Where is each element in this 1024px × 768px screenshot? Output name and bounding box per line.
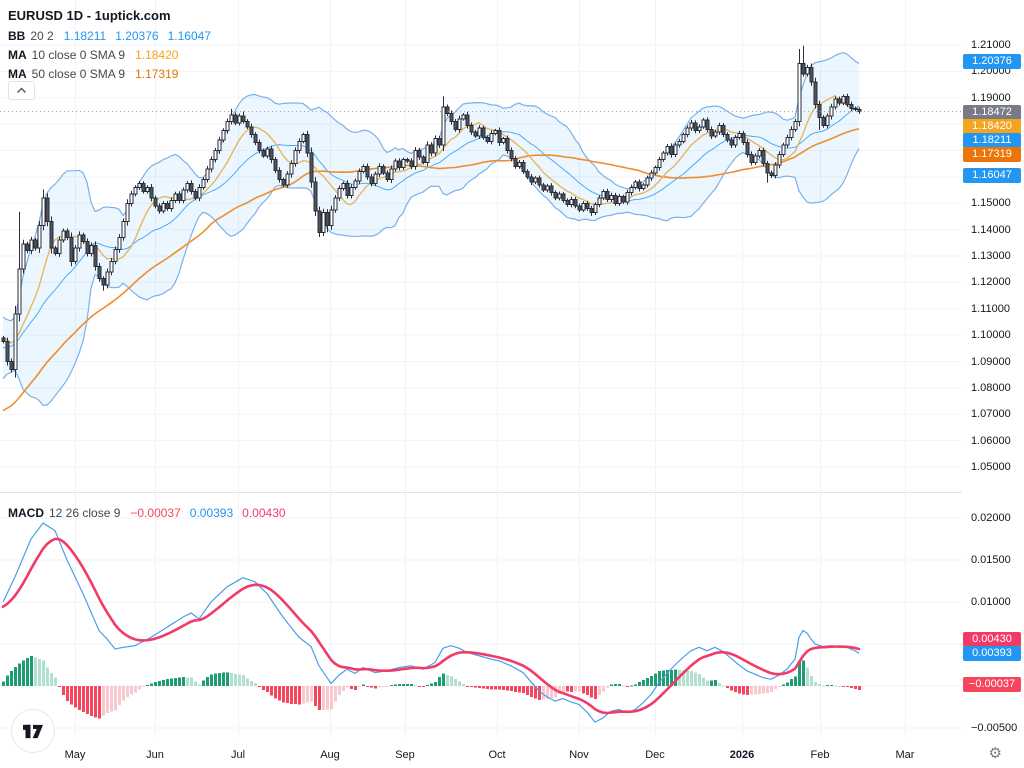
time-axis-label: Sep (395, 749, 415, 761)
time-axis-label: May (64, 749, 86, 761)
legend-row-ma50[interactable]: MA 50 close 0 SMA 9 1.17319 (8, 64, 220, 83)
axis-tick-label: 0.02000 (971, 512, 1011, 524)
price-pane-legend: EURUSD 1D - 1uptick.com BB 20 2 1.18211 1.2… (8, 5, 220, 100)
chevron-up-icon (17, 87, 26, 93)
time-axis-label: Oct (488, 749, 506, 761)
macd-pane-legend: MACD 12 26 close 9 −0.00037 0.00393 0.00430 (8, 503, 295, 522)
indicator-value: 1.16047 (167, 28, 211, 43)
time-axis-label: Feb (810, 749, 830, 761)
time-axis-label: Mar (895, 749, 915, 761)
indicator-params: 50 close 0 SMA 9 (31, 66, 126, 81)
indicator-name: MACD (8, 505, 44, 520)
time-axis[interactable]: May Jun Jul Aug Sep Oct Nov Dec 2026 Feb Mar ⚙ (0, 738, 1024, 768)
axis-tick-label: 1.12000 (971, 276, 1011, 289)
axis-tick-label: 1.14000 (971, 223, 1011, 236)
time-axis-label: 2026 (729, 749, 755, 761)
axis-price-badge: −0.00037 (963, 677, 1021, 692)
indicator-name: BB (8, 28, 26, 43)
indicator-value: 1.18420 (135, 47, 179, 62)
axis-price-badge: 1.18472 (963, 105, 1021, 120)
axis-tick-label: 1.08000 (971, 381, 1011, 394)
axis-tick-label: −0.00500 (971, 722, 1018, 734)
time-axis-label: Dec (645, 749, 665, 761)
indicator-value: 1.18211 (63, 28, 107, 43)
axis-tick-label: 0.01000 (971, 596, 1011, 608)
indicator-value: 0.00430 (242, 505, 286, 520)
axis-tick-label: 1.07000 (971, 408, 1011, 421)
indicator-params: 20 2 (30, 28, 54, 43)
symbol-title[interactable]: EURUSD 1D - 1uptick.com (8, 8, 171, 23)
axis-price-badge: 1.16047 (963, 168, 1021, 183)
collapse-pane-button[interactable] (8, 81, 35, 100)
indicator-value: 0.00393 (189, 505, 234, 520)
time-axis-label: Jul (230, 749, 246, 761)
axis-tick-label: 1.19000 (971, 91, 1011, 104)
time-axis-label: Nov (569, 749, 589, 761)
axis-tick-label: 1.05000 (971, 461, 1011, 473)
legend-row-bb[interactable]: BB 20 2 1.18211 1.20376 1.16047 (8, 26, 220, 45)
axis-price-badge: 0.00393 (963, 646, 1021, 661)
price-axis[interactable]: 1.21000 1.20000 1.19000 1.15000 1.14000 1.130… (962, 0, 1024, 738)
legend-row-macd[interactable]: MACD 12 26 close 9 −0.00037 0.00393 0.00430 (8, 503, 295, 522)
time-axis-label: Aug (320, 749, 340, 761)
tradingview-logo-icon (23, 724, 43, 738)
axis-tick-label: 1.13000 (971, 250, 1011, 262)
indicator-legend-rows: BB 20 2 1.18211 1.20376 1.16047 MA 10 close 0 … (8, 26, 220, 83)
indicator-params: 10 close 0 SMA 9 (31, 47, 126, 62)
axis-price-badge: 1.17319 (963, 147, 1021, 162)
axis-tick-label: 1.06000 (971, 434, 1011, 447)
axis-tick-label: 1.10000 (971, 329, 1011, 342)
indicator-name: MA (8, 66, 27, 81)
legend-row-ma10[interactable]: MA 10 close 0 SMA 9 1.18420 (8, 45, 220, 64)
time-axis-label: Jun (146, 749, 164, 761)
indicator-value: 1.20376 (115, 28, 159, 43)
axis-tick-label: 1.11000 (971, 302, 1010, 315)
axis-price-badge: 1.18420 (963, 119, 1021, 134)
axis-price-badge: 1.20376 (963, 54, 1021, 69)
indicator-name: MA (8, 47, 27, 62)
axis-tick-label: 0.01500 (971, 554, 1011, 566)
axis-tick-label: 1.15000 (971, 197, 1011, 210)
tradingview-logo[interactable] (11, 709, 55, 753)
gear-icon[interactable]: ⚙ (988, 745, 1002, 762)
axis-price-badge: 1.18211 (963, 133, 1021, 148)
axis-price-badge: 0.00430 (963, 632, 1021, 647)
indicator-params: 12 26 close 9 (49, 505, 121, 520)
indicator-value: 1.17319 (135, 66, 179, 81)
axis-tick-label: 1.21000 (971, 39, 1011, 51)
indicator-value: −0.00037 (130, 505, 181, 520)
axis-tick-label: 1.09000 (971, 355, 1011, 368)
